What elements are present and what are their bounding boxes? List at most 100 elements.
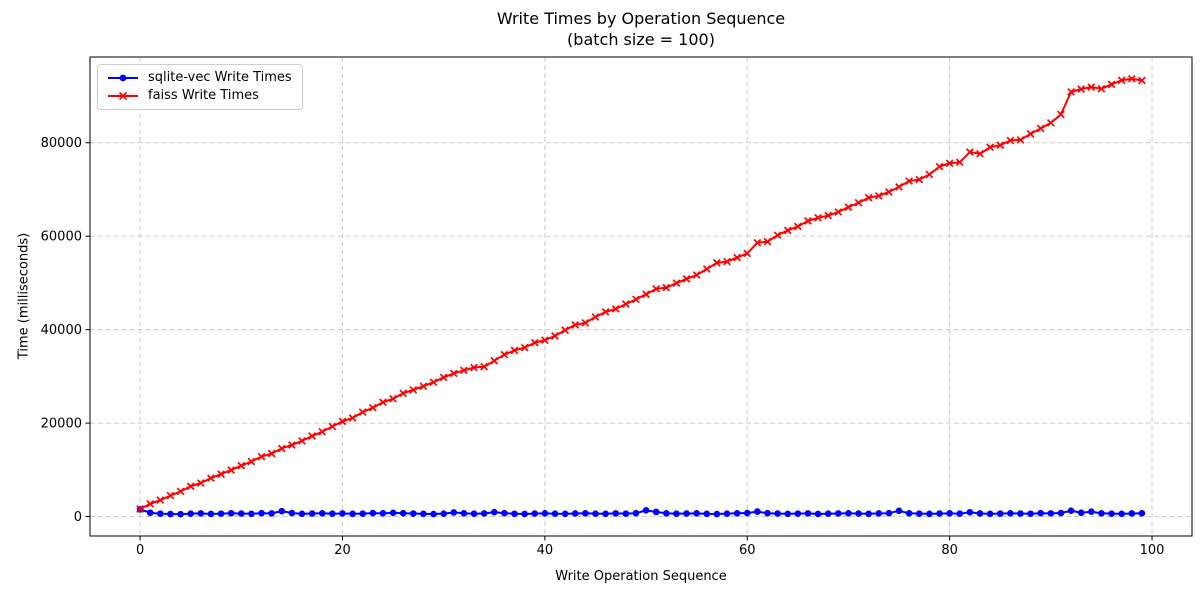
data-point <box>885 188 893 196</box>
y-tick-label-80000: 80000 <box>41 136 82 151</box>
data-point <box>783 226 792 235</box>
data-point <box>875 510 883 517</box>
data-point <box>1088 508 1095 516</box>
data-point <box>531 510 539 517</box>
data-point <box>267 449 276 458</box>
data-point <box>1007 509 1014 517</box>
data-point <box>774 510 781 517</box>
x-axis-label: Write Operation Sequence <box>555 569 727 584</box>
data-point <box>480 510 488 517</box>
data-point <box>480 362 489 371</box>
data-point <box>389 394 397 403</box>
x-tick-label-20: 20 <box>334 543 351 558</box>
data-point <box>490 508 498 516</box>
data-point <box>976 510 984 517</box>
data-point <box>1128 510 1136 517</box>
data-point <box>460 509 468 517</box>
data-point <box>935 162 944 171</box>
data-point <box>237 461 246 470</box>
data-point <box>1107 80 1116 89</box>
legend: sqlite-vec Write Times faiss Write Times <box>97 64 303 110</box>
data-point <box>723 510 731 517</box>
data-point <box>854 198 863 207</box>
data-point <box>318 509 326 517</box>
data-point <box>540 336 549 345</box>
data-point <box>1138 509 1146 517</box>
data-point <box>753 238 762 247</box>
data-point <box>348 414 357 422</box>
data-point <box>399 389 408 398</box>
data-point <box>308 432 317 440</box>
data-point <box>328 422 337 431</box>
data-point <box>419 382 428 391</box>
data-point <box>682 275 691 283</box>
data-point <box>449 369 458 378</box>
data-point <box>511 510 518 518</box>
data-point <box>582 509 589 517</box>
data-point <box>196 479 205 487</box>
x-tick-label-80: 80 <box>941 543 958 558</box>
data-point <box>571 321 580 329</box>
data-point <box>814 510 822 518</box>
data-point <box>379 398 387 407</box>
chart-title-line1: Write Times by Operation Sequence <box>496 9 786 28</box>
data-point <box>277 444 286 453</box>
data-point <box>510 346 519 355</box>
data-point <box>703 510 711 518</box>
chart-title-line2: (batch size = 100) <box>567 30 715 49</box>
data-point <box>1037 509 1045 517</box>
data-point <box>1097 84 1106 93</box>
data-point <box>369 509 377 517</box>
data-point <box>460 366 468 375</box>
data-point <box>409 385 418 394</box>
data-point <box>966 508 974 516</box>
data-point <box>662 509 670 517</box>
data-point <box>237 510 245 517</box>
x-tick-label-60: 60 <box>739 543 756 558</box>
data-point <box>855 510 862 517</box>
data-point <box>288 509 296 517</box>
data-point <box>956 510 964 518</box>
data-point <box>702 265 711 273</box>
data-point <box>1047 510 1055 517</box>
data-point <box>642 507 650 514</box>
y-tick-label-60000: 60000 <box>41 230 82 245</box>
data-point <box>439 373 448 382</box>
data-point <box>936 510 943 517</box>
data-point <box>763 237 772 246</box>
data-point <box>784 510 792 518</box>
data-point <box>429 378 438 387</box>
data-point <box>399 509 407 517</box>
data-point <box>157 510 164 518</box>
data-point <box>278 507 286 515</box>
series-line-faiss <box>139 77 1143 510</box>
data-point <box>673 510 680 518</box>
data-point <box>621 300 630 308</box>
data-point <box>520 343 529 352</box>
data-point <box>257 452 266 461</box>
data-point <box>976 149 984 158</box>
data-point <box>945 159 954 168</box>
data-point <box>410 510 417 517</box>
data-point <box>247 457 256 466</box>
y-axis-label: Time (milliseconds) <box>16 232 32 360</box>
data-point <box>530 338 539 347</box>
data-point <box>1098 509 1105 517</box>
data-point <box>1127 74 1136 83</box>
data-point <box>146 499 155 508</box>
data-point <box>844 203 853 212</box>
data-point <box>1067 87 1075 96</box>
data-point <box>187 510 194 517</box>
x-tick-label-40: 40 <box>537 543 554 558</box>
y-tick-label-0: 0 <box>74 510 82 525</box>
data-point <box>743 509 751 517</box>
x-tick-label-0: 0 <box>136 543 144 558</box>
data-point <box>136 505 144 513</box>
data-point <box>874 191 883 200</box>
data-point <box>1036 124 1045 133</box>
chart-title: Write Times by Operation Sequence (batch… <box>90 8 1192 50</box>
data-point <box>197 510 205 517</box>
data-point <box>986 510 994 518</box>
